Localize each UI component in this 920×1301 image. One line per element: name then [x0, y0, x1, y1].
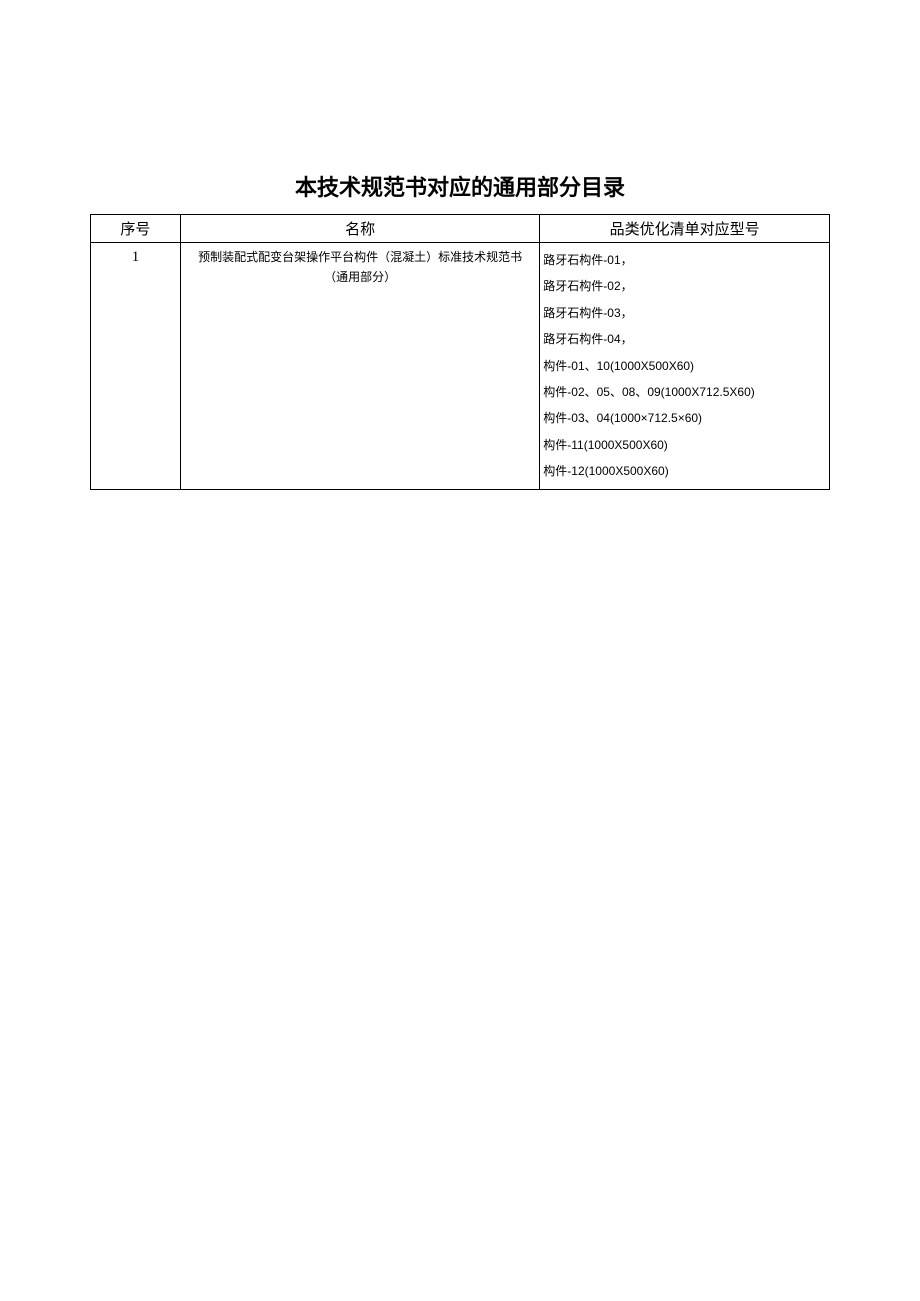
model-item: 构件-02、05、08、09(1000X712.5X60) — [543, 379, 826, 405]
table-container: 序号 名称 品类优化清单对应型号 1 预制装配式配变台架操作平台构件（混凝土）标… — [90, 214, 830, 490]
cell-seq: 1 — [91, 243, 181, 490]
name-line2: （通用部分） — [324, 270, 396, 284]
header-seq: 序号 — [91, 215, 181, 243]
table-header-row: 序号 名称 品类优化清单对应型号 — [91, 215, 830, 243]
model-item: 构件-01、10(1000X500X60) — [543, 353, 826, 379]
cell-model: 路牙石构件-01， 路牙石构件-02， 路牙石构件-03， 路牙石构件-04， … — [540, 243, 830, 490]
spec-table: 序号 名称 品类优化清单对应型号 1 预制装配式配变台架操作平台构件（混凝土）标… — [90, 214, 830, 490]
model-item: 构件-11(1000X500X60) — [543, 432, 826, 458]
header-model: 品类优化清单对应型号 — [540, 215, 830, 243]
model-item: 路牙石构件-02， — [543, 273, 826, 299]
model-item: 路牙石构件-03， — [543, 300, 826, 326]
model-item: 路牙石构件-01， — [543, 247, 826, 273]
model-item: 构件-03、04(1000×712.5×60) — [543, 405, 826, 431]
model-item: 构件-12(1000X500X60) — [543, 458, 826, 484]
name-line1: 预制装配式配变台架操作平台构件（混凝土）标准技术规范书 — [198, 250, 522, 264]
cell-name: 预制装配式配变台架操作平台构件（混凝土）标准技术规范书 （通用部分） — [180, 243, 539, 490]
page-title: 本技术规范书对应的通用部分目录 — [0, 170, 920, 202]
header-name: 名称 — [180, 215, 539, 243]
model-item: 路牙石构件-04， — [543, 326, 826, 352]
table-row: 1 预制装配式配变台架操作平台构件（混凝土）标准技术规范书 （通用部分） 路牙石… — [91, 243, 830, 490]
